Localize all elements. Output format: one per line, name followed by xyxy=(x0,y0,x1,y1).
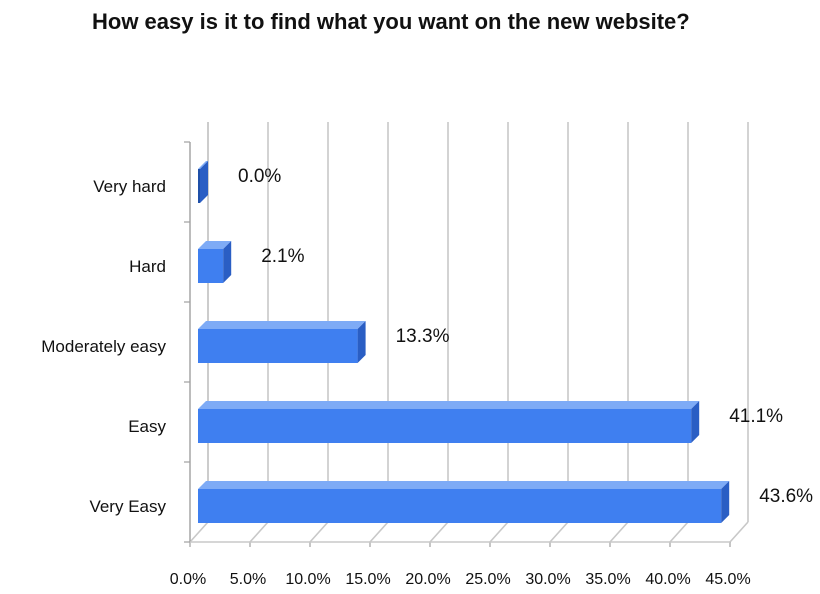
bar-top-4 xyxy=(198,481,730,489)
category-label: Moderately easy xyxy=(41,337,166,356)
x-tick-label: 45.0% xyxy=(705,571,750,588)
bar-side-4 xyxy=(721,481,730,523)
bar-top-0 xyxy=(198,161,208,169)
x-tick-label: 35.0% xyxy=(585,571,630,588)
x-tick-label: 25.0% xyxy=(465,571,510,588)
x-tick-label: 5.0% xyxy=(230,571,266,588)
x-tick-label: 40.0% xyxy=(645,571,690,588)
bar-side-0 xyxy=(200,161,208,203)
bar-4 xyxy=(198,489,722,523)
floor-gridline xyxy=(309,521,329,543)
chart-title: How easy is it to find what you want on … xyxy=(92,9,690,34)
floor-gridline xyxy=(369,521,389,543)
value-label: 2.1% xyxy=(261,246,304,267)
x-tick-label: 10.0% xyxy=(285,571,330,588)
bar-top-2 xyxy=(198,321,366,329)
value-label: 0.0% xyxy=(238,166,281,187)
floor-gridline xyxy=(189,521,209,543)
category-label: Easy xyxy=(128,417,166,436)
floor-gridline xyxy=(489,521,509,543)
floor-gridline xyxy=(609,521,629,543)
floor-gridline xyxy=(249,521,269,543)
bar-3 xyxy=(198,409,692,443)
x-tick-label: 30.0% xyxy=(525,571,570,588)
bar-top-1 xyxy=(198,241,232,249)
bar-side-1 xyxy=(223,241,232,283)
floor-gridline xyxy=(669,521,689,543)
bars-layer xyxy=(198,161,730,523)
x-tick-label: 20.0% xyxy=(405,571,450,588)
bar-2 xyxy=(198,329,358,363)
bar-1 xyxy=(198,249,224,283)
value-label: 41.1% xyxy=(729,406,783,427)
floor-gridline xyxy=(429,521,449,543)
category-label: Very hard xyxy=(93,177,166,196)
value-label: 43.6% xyxy=(759,486,813,507)
bar-0 xyxy=(198,169,200,203)
floor-gridline xyxy=(549,521,569,543)
bar-top-3 xyxy=(198,401,700,409)
category-label: Very Easy xyxy=(89,497,166,516)
value-label: 13.3% xyxy=(396,326,450,347)
bar-side-3 xyxy=(691,401,700,443)
x-tick-label: 15.0% xyxy=(345,571,390,588)
floor-gridline xyxy=(729,521,749,543)
bar-side-2 xyxy=(357,321,366,363)
x-tick-label: 0.0% xyxy=(170,571,206,588)
labels-layer: 0.0% 5.0% 10.0% 15.0% 20.0% 25.0% 30.0% 35.0% 40… xyxy=(41,166,813,588)
category-label: Hard xyxy=(129,257,166,276)
